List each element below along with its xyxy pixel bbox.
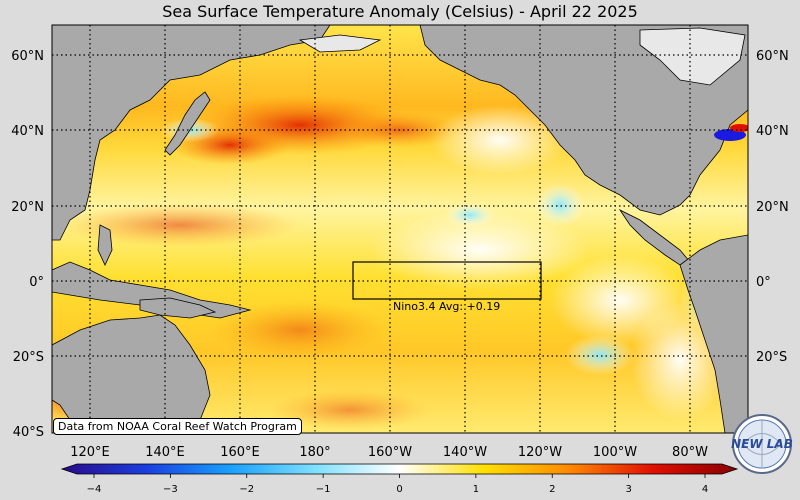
kamchatka-ice <box>298 34 382 53</box>
lat-label-left: 20°N <box>11 200 44 215</box>
colorbar-tick-label: 0 <box>396 484 402 495</box>
arctic-ice <box>639 27 746 86</box>
map-area <box>52 25 748 433</box>
lat-label-left: 60°N <box>11 49 44 64</box>
lat-label-left: 40°S <box>13 425 44 440</box>
lon-label: 160°W <box>368 445 412 460</box>
lon-label: 80°W <box>672 445 708 460</box>
asia-landmass <box>52 25 331 241</box>
lat-label-right: 20°S <box>756 350 787 365</box>
colorbar-tick-label: 4 <box>702 484 708 495</box>
latitude-labels-right: 60°N40°N20°N0°20°S40°S <box>756 49 789 440</box>
new-guinea-landmass <box>139 297 217 319</box>
latitude-labels-left: 60°N 40°N 20°N 0° 20°S 40°S <box>11 49 44 440</box>
lon-label: 100°W <box>593 445 637 460</box>
lat-label-right: 0° <box>756 275 771 290</box>
japan-landmass <box>164 91 211 156</box>
colorbar-tick-label: −3 <box>163 484 178 495</box>
maritime-continent-landmass <box>52 261 252 319</box>
nelab-logo-icon: NEW LAB <box>731 414 793 474</box>
nino34-box <box>352 261 542 300</box>
colorbar-ticks: −4 −3 −2 −1 0 1 2 3 4 <box>87 474 708 495</box>
south-america-landmass <box>679 234 748 433</box>
philippines-landmass <box>97 224 113 266</box>
colorbar-tick-label: −4 <box>87 484 102 495</box>
colorbar-tick-label: 1 <box>473 484 479 495</box>
north-america-landmass <box>419 25 748 216</box>
lat-label-left: 40°N <box>11 124 44 139</box>
colorbar-tick-label: −2 <box>239 484 254 495</box>
lon-label: 140°W <box>443 445 487 460</box>
map-frame <box>51 24 749 434</box>
land-masses <box>52 25 748 433</box>
lon-label: 160°E <box>220 445 260 460</box>
gulf-stream-cold-anomaly <box>714 129 746 141</box>
colorbar-tick-label: 2 <box>549 484 555 495</box>
svg-text:NEW LAB: NEW LAB <box>731 437 793 451</box>
colorbar-tick-label: 3 <box>625 484 631 495</box>
lat-label-left: 0° <box>29 275 44 290</box>
colorbar: −4 −3 −2 −1 0 1 2 3 4 <box>60 463 739 495</box>
colorbar-bar <box>60 463 739 475</box>
lat-label-left: 20°S <box>13 350 44 365</box>
colorbar-tick-label: −1 <box>316 484 331 495</box>
lon-label: 180° <box>299 445 330 460</box>
data-credit: Data from NOAA Coral Reef Watch Program <box>53 418 302 435</box>
lon-label: 140°E <box>145 445 185 460</box>
lon-label: 120°E <box>70 445 110 460</box>
lon-label: 120°W <box>518 445 562 460</box>
australia-landmass <box>52 314 211 433</box>
lat-label-right: 20°N <box>756 200 789 215</box>
lat-label-right: 60°N <box>756 49 789 64</box>
gulf-stream-warm-anomaly <box>730 124 748 132</box>
map-title: Sea Surface Temperature Anomaly (Celsius… <box>162 2 638 21</box>
nino34-average-label: Nino3.4 Avg: +0.19 <box>393 300 501 313</box>
graticule <box>52 25 748 433</box>
lat-label-right: 40°N <box>756 124 789 139</box>
longitude-labels: 120°E 140°E 160°E 180° 160°W 140°W 120°W 100°W 8… <box>70 445 708 460</box>
